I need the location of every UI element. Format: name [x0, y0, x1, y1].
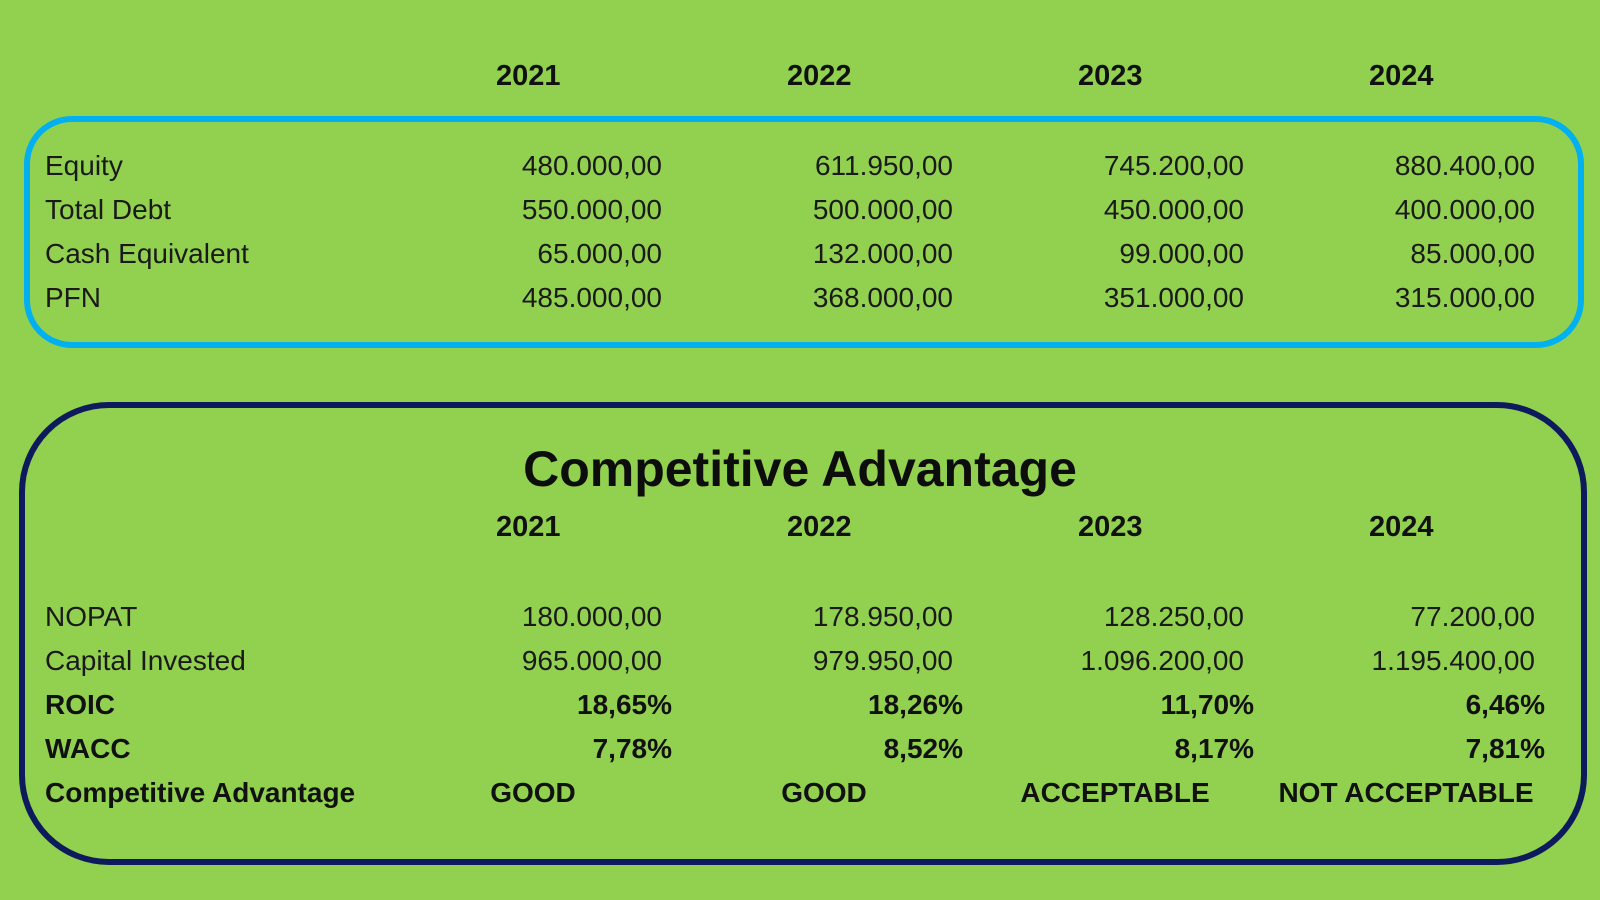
cell-equity-2024: 880.400,00	[1394, 150, 1535, 181]
cell-pfn-2021: 485.000,00	[521, 282, 662, 313]
cell-wacc-2021: 7,78%	[592, 733, 672, 764]
cell-wacc-2024: 7,81%	[1465, 733, 1545, 764]
row-label-capital-invested: Capital Invested	[45, 645, 246, 676]
year-header-2021: 2021	[496, 60, 561, 92]
row-label-roic: ROIC	[45, 689, 115, 720]
cell-roic-2023: 11,70%	[1160, 689, 1254, 720]
cell-equity-2022: 611.950,00	[814, 150, 953, 181]
cell-capital-2021: 965.000,00	[521, 645, 662, 676]
row-label-nopat: NOPAT	[45, 601, 138, 632]
row-label-cash-equivalent: Cash Equivalent	[45, 238, 249, 269]
row-label-wacc: WACC	[45, 733, 131, 764]
cell-equity-2023: 745.200,00	[1103, 150, 1244, 181]
row-label-total-debt: Total Debt	[45, 194, 172, 225]
comp-year-header-2024: 2024	[1369, 511, 1434, 543]
cell-nopat-2023: 128.250,00	[1103, 601, 1244, 632]
row-label-pfn: PFN	[45, 282, 101, 313]
cell-wacc-2023: 8,17%	[1174, 733, 1254, 764]
cell-nopat-2021: 180.000,00	[521, 601, 662, 632]
cell-roic-2024: 6,46%	[1465, 689, 1545, 720]
cell-total-debt-2022: 500.000,00	[812, 194, 953, 225]
cell-cash-2022: 132.000,00	[812, 238, 953, 269]
cell-cash-2021: 65.000,00	[537, 238, 662, 269]
cell-total-debt-2023: 450.000,00	[1103, 194, 1244, 225]
cell-capital-2023: 1.096.200,00	[1080, 645, 1245, 676]
verdict-2024: NOT ACCEPTABLE	[1278, 777, 1534, 808]
verdict-2023: ACCEPTABLE	[1020, 777, 1210, 808]
competitive-advantage-title: Competitive Advantage	[523, 441, 1077, 497]
competitive-advantage-box	[19, 402, 1587, 865]
financial-position-box	[24, 116, 1584, 348]
cell-nopat-2024: 77.200,00	[1410, 601, 1535, 632]
comp-year-header-2022: 2022	[787, 511, 852, 543]
cell-pfn-2022: 368.000,00	[812, 282, 953, 313]
cell-pfn-2024: 315.000,00	[1394, 282, 1535, 313]
cell-nopat-2022: 178.950,00	[812, 601, 953, 632]
cell-cash-2023: 99.000,00	[1119, 238, 1244, 269]
year-header-2024: 2024	[1369, 60, 1434, 92]
cell-total-debt-2021: 550.000,00	[521, 194, 662, 225]
verdict-2021: GOOD	[490, 777, 576, 808]
cell-wacc-2022: 8,52%	[883, 733, 963, 764]
cell-cash-2024: 85.000,00	[1410, 238, 1535, 269]
cell-total-debt-2024: 400.000,00	[1394, 194, 1535, 225]
row-label-competitive-advantage: Competitive Advantage	[45, 777, 356, 808]
cell-pfn-2023: 351.000,00	[1103, 282, 1244, 313]
verdict-2022: GOOD	[781, 777, 867, 808]
cell-capital-2022: 979.950,00	[812, 645, 953, 676]
cell-capital-2024: 1.195.400,00	[1371, 645, 1536, 676]
row-label-equity: Equity	[45, 150, 123, 181]
cell-roic-2022: 18,26%	[868, 689, 963, 720]
comp-year-header-2023: 2023	[1078, 511, 1143, 543]
cell-roic-2021: 18,65%	[577, 689, 672, 720]
year-header-2022: 2022	[787, 60, 852, 92]
cell-equity-2021: 480.000,00	[521, 150, 662, 181]
year-header-2023: 2023	[1078, 60, 1143, 92]
comp-year-header-2021: 2021	[496, 511, 561, 543]
